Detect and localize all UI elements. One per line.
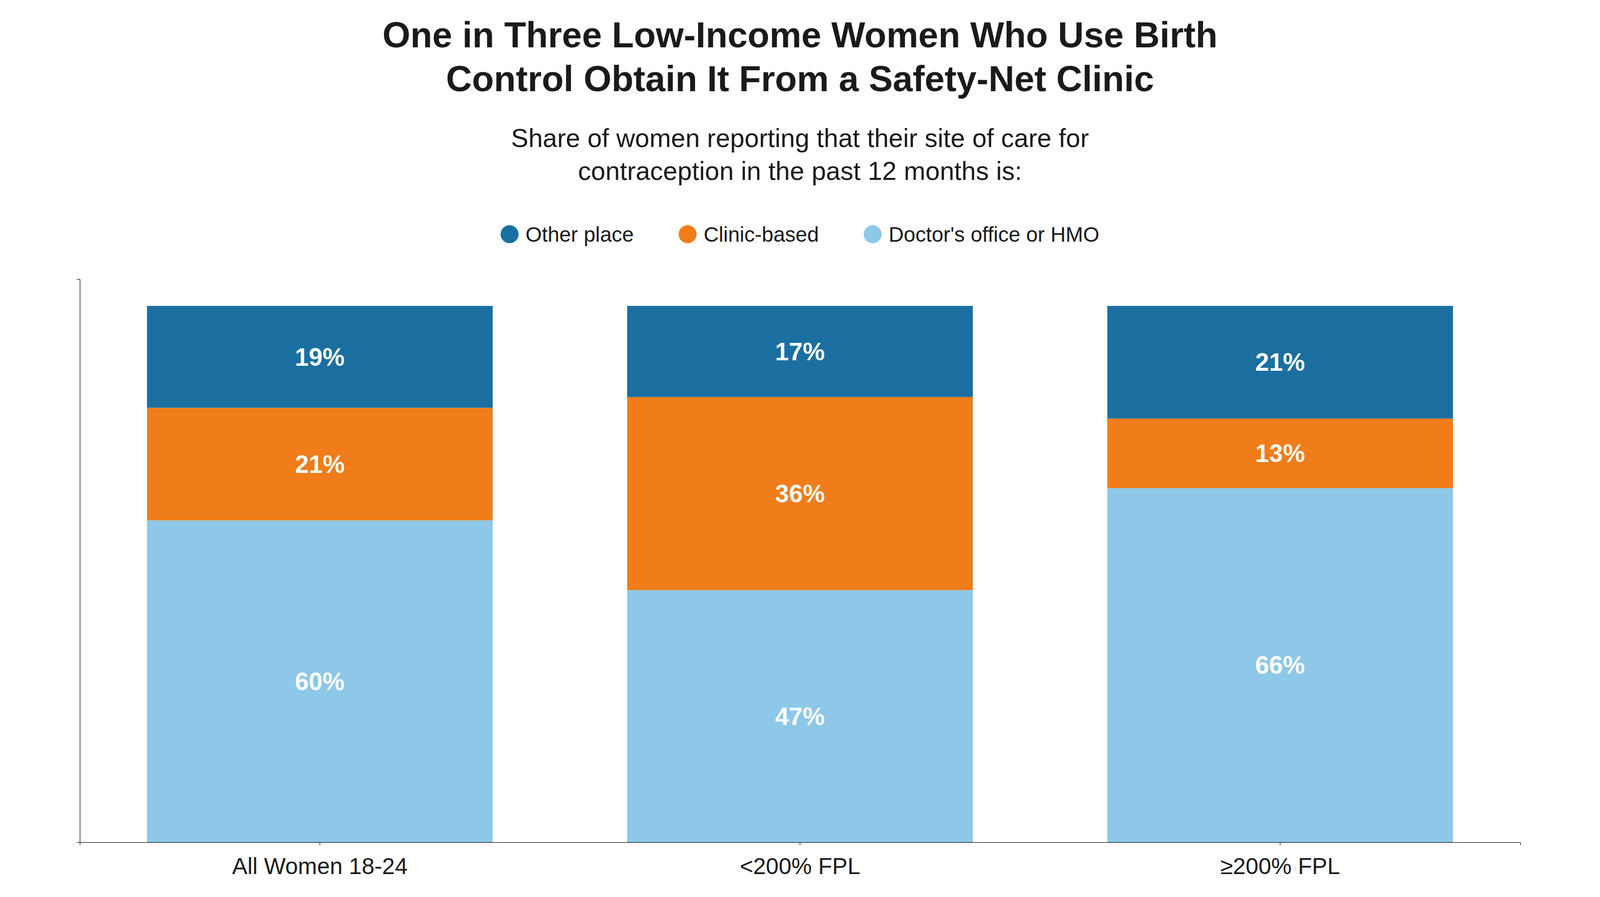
legend-item: Doctor's office or HMO [863,222,1100,247]
x-axis-line [80,843,1521,847]
bar [1107,306,1453,419]
bar [1107,418,1453,489]
bars [147,306,1453,843]
subtitle: contraception in the past 12 months is: [577,156,1022,186]
data-label: 21% [294,450,345,479]
data-label: 66% [1254,651,1305,680]
y-axis-line [76,279,81,844]
legend-swatch [500,225,519,244]
data-label: 21% [1254,348,1305,377]
title: Control Obtain It From a Safety-Net Clin… [445,58,1154,99]
bar [147,520,493,843]
data-labels: 60% 47% 66% 21% 36% 13% 19% 17% 21% [294,338,1305,731]
data-label: 36% [774,480,825,509]
legend-item: Clinic-based [678,222,819,247]
x-tick-label: ≥200% FPL [1220,853,1340,880]
legend: Other place Clinic-based Doctor's office o… [500,222,1100,247]
x-tick: All Women 18-24 [232,842,408,880]
bar [147,306,493,408]
series [147,306,1453,419]
data-label: 13% [1254,439,1305,468]
x-tick: ≥200% FPL [1220,842,1340,880]
plot: 60% 47% 66% 21% 36% 13% 19% 17% 21% All Women 18-… [76,279,1521,881]
x-tick-mark [1279,842,1281,846]
x-tick-mark [319,842,321,846]
x-axis: All Women 18-24 <200% FPL ≥200% FPL [80,842,1521,880]
x-tick: <200% FPL [739,842,861,880]
legend-swatch [678,225,697,244]
y-axis [76,279,81,844]
bar [627,590,973,843]
series [147,397,1453,591]
legend-label: Clinic-based [703,222,819,247]
data-label: 60% [294,668,345,697]
bar [1107,488,1453,843]
x-tick-mark [799,842,801,846]
title: One in Three Low-Income Women Who Use Bi… [382,14,1218,55]
bar [147,407,493,521]
legend-swatch [863,225,882,244]
data-label: 19% [294,343,345,372]
data-label: 17% [774,338,825,366]
legend-label: Other place [525,222,634,247]
x-tick-label: <200% FPL [739,853,861,880]
bar [627,306,973,398]
data-label: 47% [774,703,825,731]
subtitle: Share of women reporting that their site… [511,123,1089,153]
chart: One in Three Low-Income Women Who Use Bi… [0,0,1600,897]
bar [627,397,973,591]
x-tick-label: All Women 18-24 [232,853,408,880]
legend-item: Other place [500,222,634,247]
legend-label: Doctor's office or HMO [888,222,1100,247]
